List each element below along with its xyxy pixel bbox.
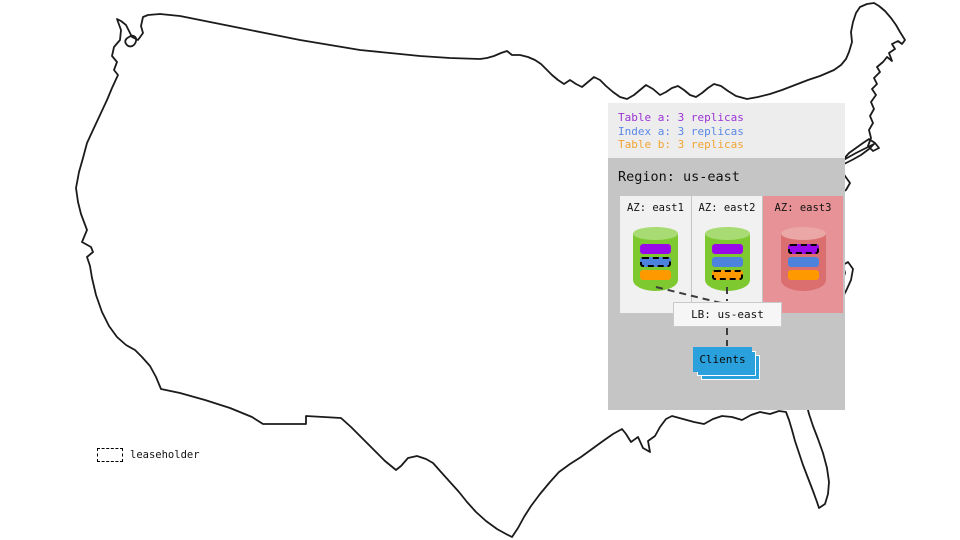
replica-bar-table-b (787, 270, 819, 280)
replica-bar-table-a (787, 244, 819, 254)
legend-item-table-a: Table a: 3 replicas (618, 111, 744, 124)
replica-bar-table-b (640, 270, 671, 280)
replica-bar-table-a (640, 244, 671, 254)
legend-item-table-b: Table b: 3 replicas (618, 138, 744, 151)
cylinder-top (780, 227, 826, 240)
legend-item-index-a: Index a: 3 replicas (618, 124, 744, 138)
leaseholder-legend: leaseholder (97, 448, 200, 462)
replica-bar-index-a (787, 257, 819, 267)
db-node-cylinder-east3 (780, 227, 826, 291)
connection-east1-to-lb (655, 286, 722, 304)
replica-bar-table-b (711, 270, 743, 280)
clients-stack: Clients (693, 347, 760, 380)
az-east2-label: AZ: east2 (698, 202, 756, 214)
region-title: Region: us-east (618, 169, 740, 185)
clients-label: Clients (699, 353, 746, 366)
db-node-cylinder-east2 (704, 227, 750, 291)
az-east3-label: AZ: east3 (774, 202, 832, 214)
az-east3: AZ: east3 (763, 196, 843, 313)
puget-sound-island-outline (124, 34, 138, 48)
leaseholder-legend-label: leaseholder (130, 449, 200, 461)
cylinder-top (704, 227, 750, 240)
load-balancer-box: LB: us-east (673, 302, 782, 327)
leaseholder-swatch-icon (97, 448, 123, 462)
az-east1-label: AZ: east1 (627, 202, 684, 214)
clients-box: Clients (693, 347, 752, 372)
replica-bar-index-a (711, 257, 743, 267)
replica-legend: Table a: 3 replicas Index a: 3 replicas … (608, 103, 845, 158)
db-node-cylinder-east1 (633, 227, 678, 291)
cylinder-top (633, 227, 678, 240)
replica-bar-index-a (640, 257, 671, 267)
replica-bar-table-a (711, 244, 743, 254)
